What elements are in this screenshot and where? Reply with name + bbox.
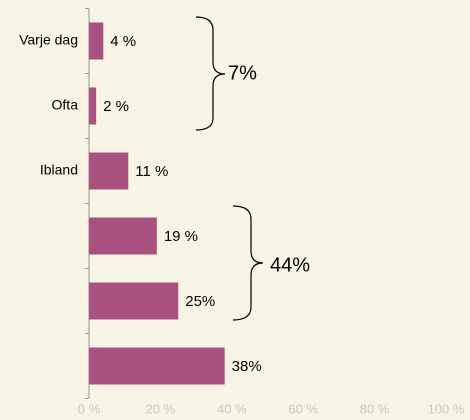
x-tick-label: 20 %	[146, 401, 176, 416]
x-tick-label: 80 %	[360, 401, 390, 416]
value-label: 25%	[185, 293, 215, 310]
value-label: 4 %	[110, 33, 136, 50]
x-tick-label: 40 %	[217, 401, 247, 416]
y-tick-label: Varje dag	[19, 32, 78, 48]
bar	[89, 152, 129, 190]
value-label: 38%	[232, 358, 262, 375]
bar	[89, 22, 104, 60]
bracket	[232, 205, 264, 321]
annotation: 7%	[228, 62, 257, 84]
x-tick-label: 0 %	[78, 401, 101, 416]
value-label: 2 %	[103, 98, 129, 115]
bar	[89, 347, 225, 385]
bar	[89, 217, 157, 255]
x-tick-label: 60 %	[288, 401, 318, 416]
y-tick-label: Ibland	[40, 162, 78, 178]
bracket	[195, 16, 226, 131]
bar	[89, 282, 179, 320]
bar	[89, 87, 97, 125]
y-tick-label: Ofta	[52, 97, 79, 113]
value-label: 19 %	[164, 228, 198, 245]
value-label: 11 %	[135, 163, 168, 180]
annotation: 44%	[270, 254, 310, 276]
x-tick-label: 100 %	[428, 401, 465, 416]
